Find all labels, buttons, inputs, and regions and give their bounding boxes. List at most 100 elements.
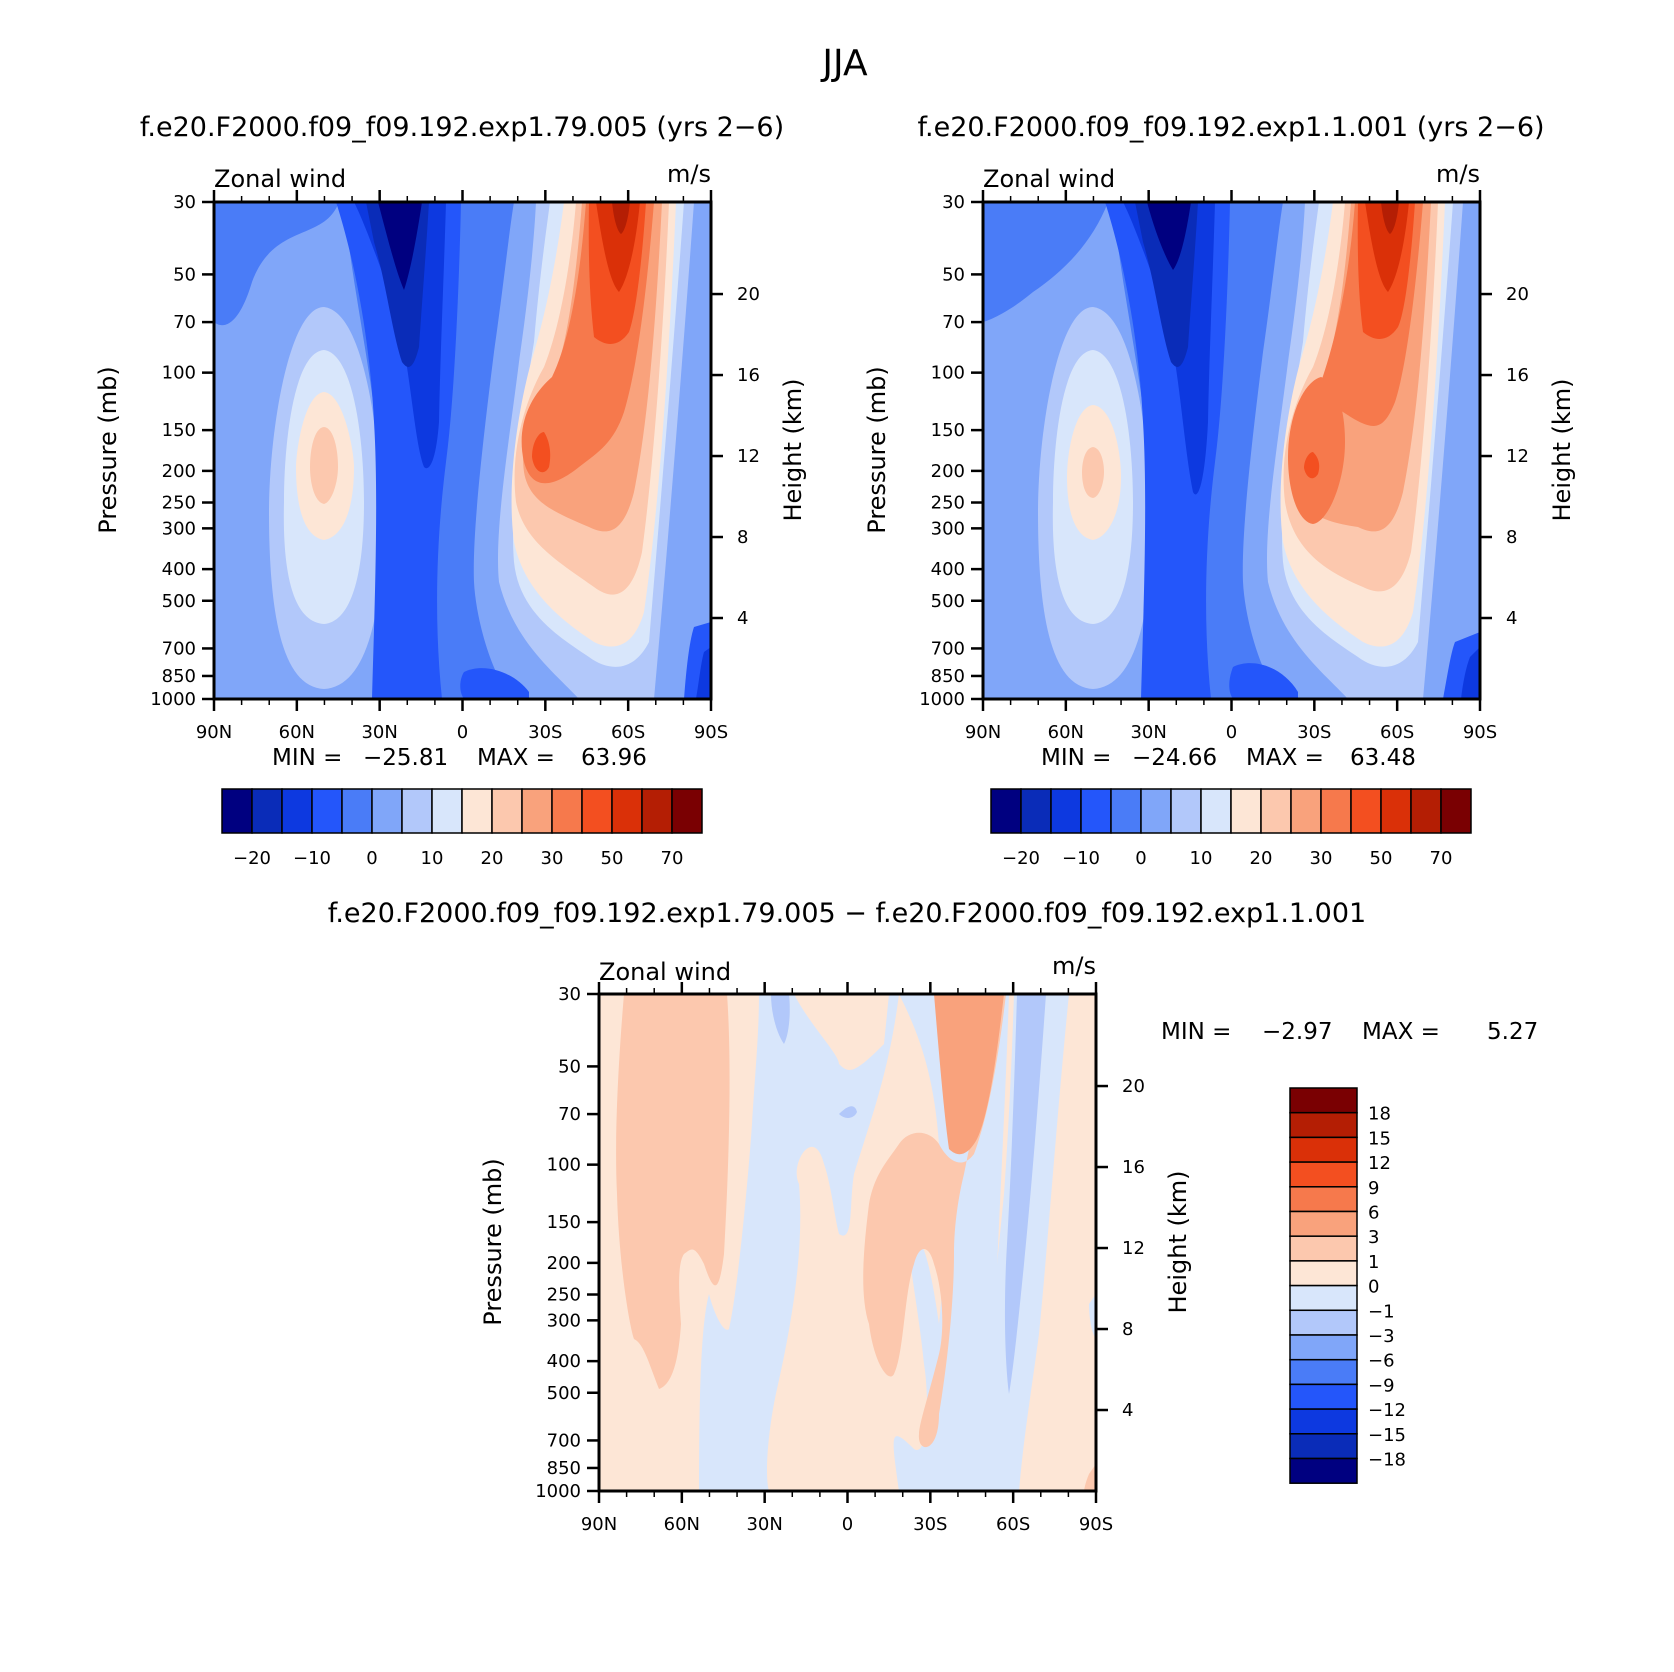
panel-2-colorbar-box [1230,788,1262,834]
panel-3-height-axis: 20 16 12 8 4 [1096,1076,1145,1421]
panel-3-y-tick-label: 30 [558,984,581,1005]
panel-3-colorbar-label: 18 [1368,1104,1391,1125]
panel-2-polar-core [1461,647,1480,699]
panel-3-colorbar-label: −12 [1368,1400,1406,1421]
panel-3-southern-peak [934,994,1004,1155]
panel-2: f.e20.F2000.f09_f09.192.exp1.1.001 (yrs … [863,112,1576,869]
panel-2-colorbar-box [1020,788,1052,834]
panel-2-min-label: MIN = [1041,745,1111,771]
panel-3-colorbar-label: −9 [1368,1375,1395,1396]
panel-1-y-tick-label: 700 [162,638,196,659]
panel-1-colorbar-box [221,788,253,834]
panel-1-y-tick-label: 50 [173,264,196,285]
panel-3-x-tick-label: 90N [581,1514,617,1535]
panel-2-easterly-core [1147,202,1191,270]
panel-2-band-0-5-top [983,202,1108,322]
panel-3-colorbar-box [1289,1358,1358,1386]
panel-3-colorbar-label: −6 [1368,1351,1395,1372]
panel-3-height-tick-label: 8 [1122,1319,1133,1340]
panel-1-band-0-5-top [214,202,339,326]
panel-2-y-tick-label: 700 [931,638,965,659]
panel-3-colorbar-box [1289,1457,1358,1484]
panel-1-colorbar-box [641,788,673,834]
panel-1-x-axis: 90N 60N 30N 0 30S 60S 90S [196,190,728,743]
panel-1-colorbar-box [281,788,313,834]
panel-2-y-tick-label: 200 [931,461,965,482]
panel-1-colorbar-label: 50 [601,848,624,869]
panel-1-colorbar: −20 −10 0 10 20 30 50 70 [221,788,703,869]
panel-3-colorbar-box [1289,1408,1358,1435]
panel-3-colorbar-box [1289,1087,1358,1114]
panel-2-colorbar-box [1380,788,1412,834]
panel-1-colorbar-box [611,788,643,834]
panel-2-colorbar-label: 50 [1370,848,1393,869]
panel-1: f.e20.F2000.f09_f09.192.exp1.79.005 (yrs… [94,112,807,869]
panel-3-x-tick-label: 60S [996,1514,1030,1535]
panel-3-south-polar-core [1004,994,1046,1394]
panel-3-north-positive-lobe [616,994,730,1389]
panel-2-colorbar-label: 0 [1135,848,1146,869]
panel-3-field [599,994,1096,1491]
panel-1-jet-band-60-70 [596,202,640,292]
panel-3-colorbar-box [1289,1136,1358,1163]
panel-3-colorbar-label: 6 [1368,1203,1379,1224]
panel-2-left-string: Zonal wind [983,165,1115,193]
panel-1-colorbar-box [461,788,493,834]
panel-3-x-axis: 90N 60N 30N 0 30S 60S 90S [581,982,1113,1535]
panel-2-y-tick-label: 70 [942,312,965,333]
panel-1-max-label: MAX = [477,745,555,771]
panel-3-colorbar-label: −18 [1368,1450,1406,1471]
panel-1-colorbar-box [341,788,373,834]
panel-2-colorbar-label: 10 [1190,848,1213,869]
panel-1-x-tick-label: 0 [457,722,468,743]
panel-3-subtitle: f.e20.F2000.f09_f09.192.exp1.79.005 − f.… [328,898,1366,929]
panel-1-y-tick-label: 300 [162,518,196,539]
panel-1-x-tick-label: 30S [528,722,562,743]
panel-1-y-tick-label: 1000 [150,689,196,710]
panel-1-y-tick-label: 400 [162,559,196,580]
panel-2-colorbar-label: −20 [1002,848,1040,869]
panel-1-colorbar-label: 0 [366,848,377,869]
panel-3-small-negative-patch [839,1106,857,1118]
panel-3-y-tick-label: 700 [547,1430,581,1451]
panel-2-jet-core-200mb [1304,452,1320,479]
panel-3-colorbar-label: 0 [1368,1277,1379,1298]
panel-3-colorbar-label: −15 [1368,1425,1406,1446]
panel-3: f.e20.F2000.f09_f09.192.exp1.79.005 − f.… [328,898,1538,1535]
panel-3-tropical-core [771,994,790,1044]
panel-1-y-tick-label: 850 [162,666,196,687]
panel-2-y-tick-label: 100 [931,363,965,384]
panel-2-ylabel: Pressure (mb) [863,366,891,533]
panel-1-units: m/s [667,160,711,188]
panel-3-colorbar-box [1289,1186,1358,1213]
panel-3-southern-positive-band [863,994,1006,1448]
panel-3-colorbar-label: −3 [1368,1326,1395,1347]
panel-1-max-value: 63.96 [581,745,647,771]
panel-1-colorbar-label: 70 [661,848,684,869]
panel-3-y-tick-label: 400 [547,1351,581,1372]
panel-2-colorbar-box [990,788,1022,834]
panel-3-y-tick-label: 500 [547,1383,581,1404]
panel-3-colorbar: 18 15 12 9 6 3 1 0 −1 −3 −6 −9 −12 −15 −18 [1289,1087,1406,1484]
panel-3-y-tick-label: 300 [547,1310,581,1331]
panel-3-colorbar-label: 1 [1368,1252,1379,1273]
panel-2-min-value: −24.66 [1132,745,1217,771]
panel-3-x-tick-label: 30N [746,1514,782,1535]
panel-3-x-tick-label: 60N [664,1514,700,1535]
panel-1-colorbar-box [491,788,523,834]
panel-2-jet-band-60-70 [1365,202,1409,292]
panel-1-colorbar-label: −10 [293,848,331,869]
panel-2-ylabel-right: Height (km) [1548,379,1576,522]
panel-1-x-tick-label: 90S [694,722,728,743]
panel-2-field [983,202,1480,699]
panel-1-colorbar-box [431,788,463,834]
panel-2-y-tick-label: 250 [931,493,965,514]
panel-1-colorbar-box [401,788,433,834]
panel-3-colorbar-box [1289,1235,1358,1262]
panel-2-colorbar-label: 30 [1310,848,1333,869]
panel-2-colorbar-box [1260,788,1292,834]
panel-1-colorbar-box [551,788,583,834]
panel-2-band-25-30 [1082,447,1104,498]
panel-2-height-tick-label: 16 [1506,365,1529,386]
